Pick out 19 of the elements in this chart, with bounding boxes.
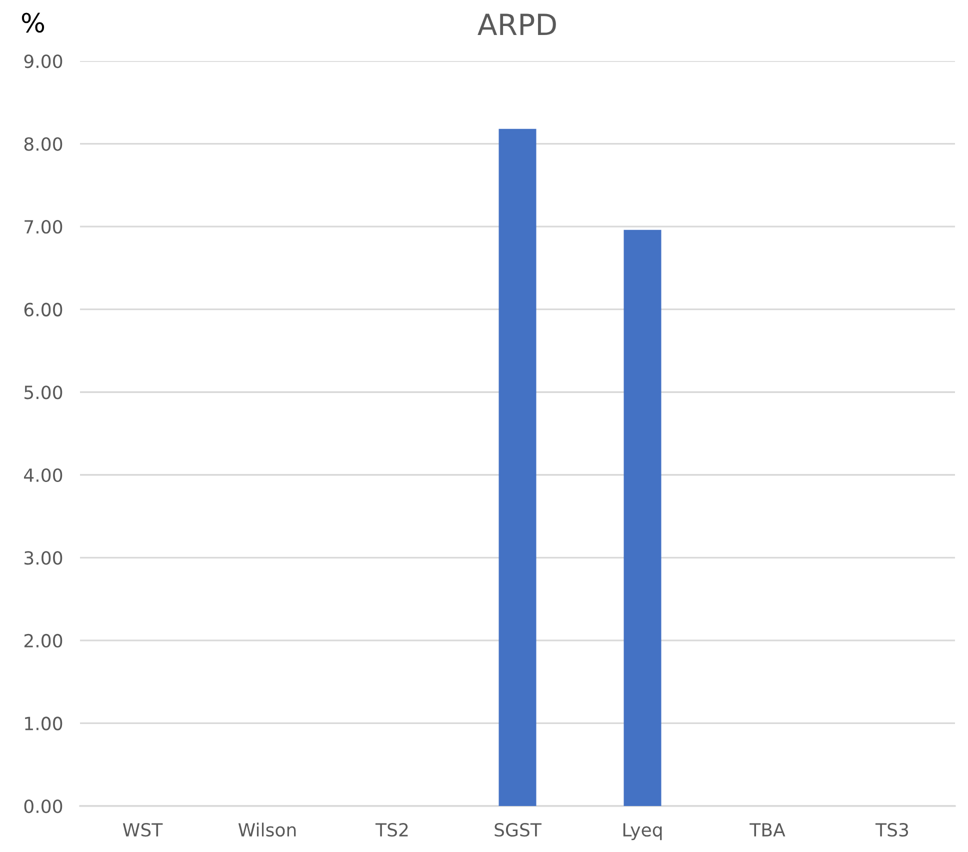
y-tick-label: 8.00 [24,137,62,151]
x-tick-label: SGST [494,822,542,837]
y-tick-label: 7.00 [24,220,62,234]
y-tick-label: 9.00 [24,54,62,68]
x-tick-label: Wilson [238,822,296,837]
x-tick-label: TS3 [875,822,908,837]
x-tick-label: TS2 [375,822,408,837]
y-tick-label: 4.00 [24,468,62,482]
y-tick-label: 0.00 [24,799,62,814]
y-tick-label: 2.00 [24,634,62,648]
y-tick-label: 6.00 [24,302,62,316]
x-tick-label: Lyeq [623,823,662,840]
y-tick-label: 1.00 [25,716,62,730]
x-tick-label: WST [122,822,163,837]
x-tick-label: TBA [750,823,786,836]
y-axis-title: % [22,12,44,33]
chart-title: ARPD [478,14,556,36]
y-tick-label: 5.00 [24,386,62,400]
y-tick-label: 3.00 [24,551,62,565]
